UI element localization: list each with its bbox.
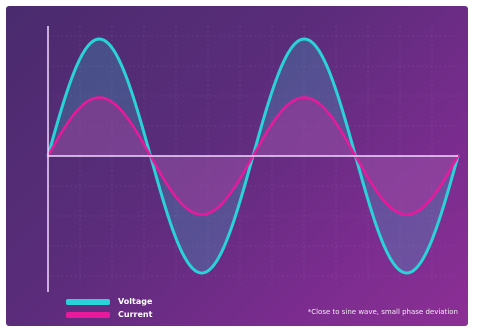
sine-wave-chart [46,26,460,292]
voltage-swatch [66,298,110,305]
legend: Voltage Current [66,295,152,321]
legend-item-voltage: Voltage [66,295,152,308]
legend-item-current: Current [66,308,152,321]
chart-panel: Voltage Current *Close to sine wave, sma… [6,6,468,326]
legend-label-current: Current [118,310,153,319]
chart-annotation: *Close to sine wave, small phase deviati… [307,308,458,316]
legend-label-voltage: Voltage [118,297,153,306]
current-swatch [66,311,110,318]
